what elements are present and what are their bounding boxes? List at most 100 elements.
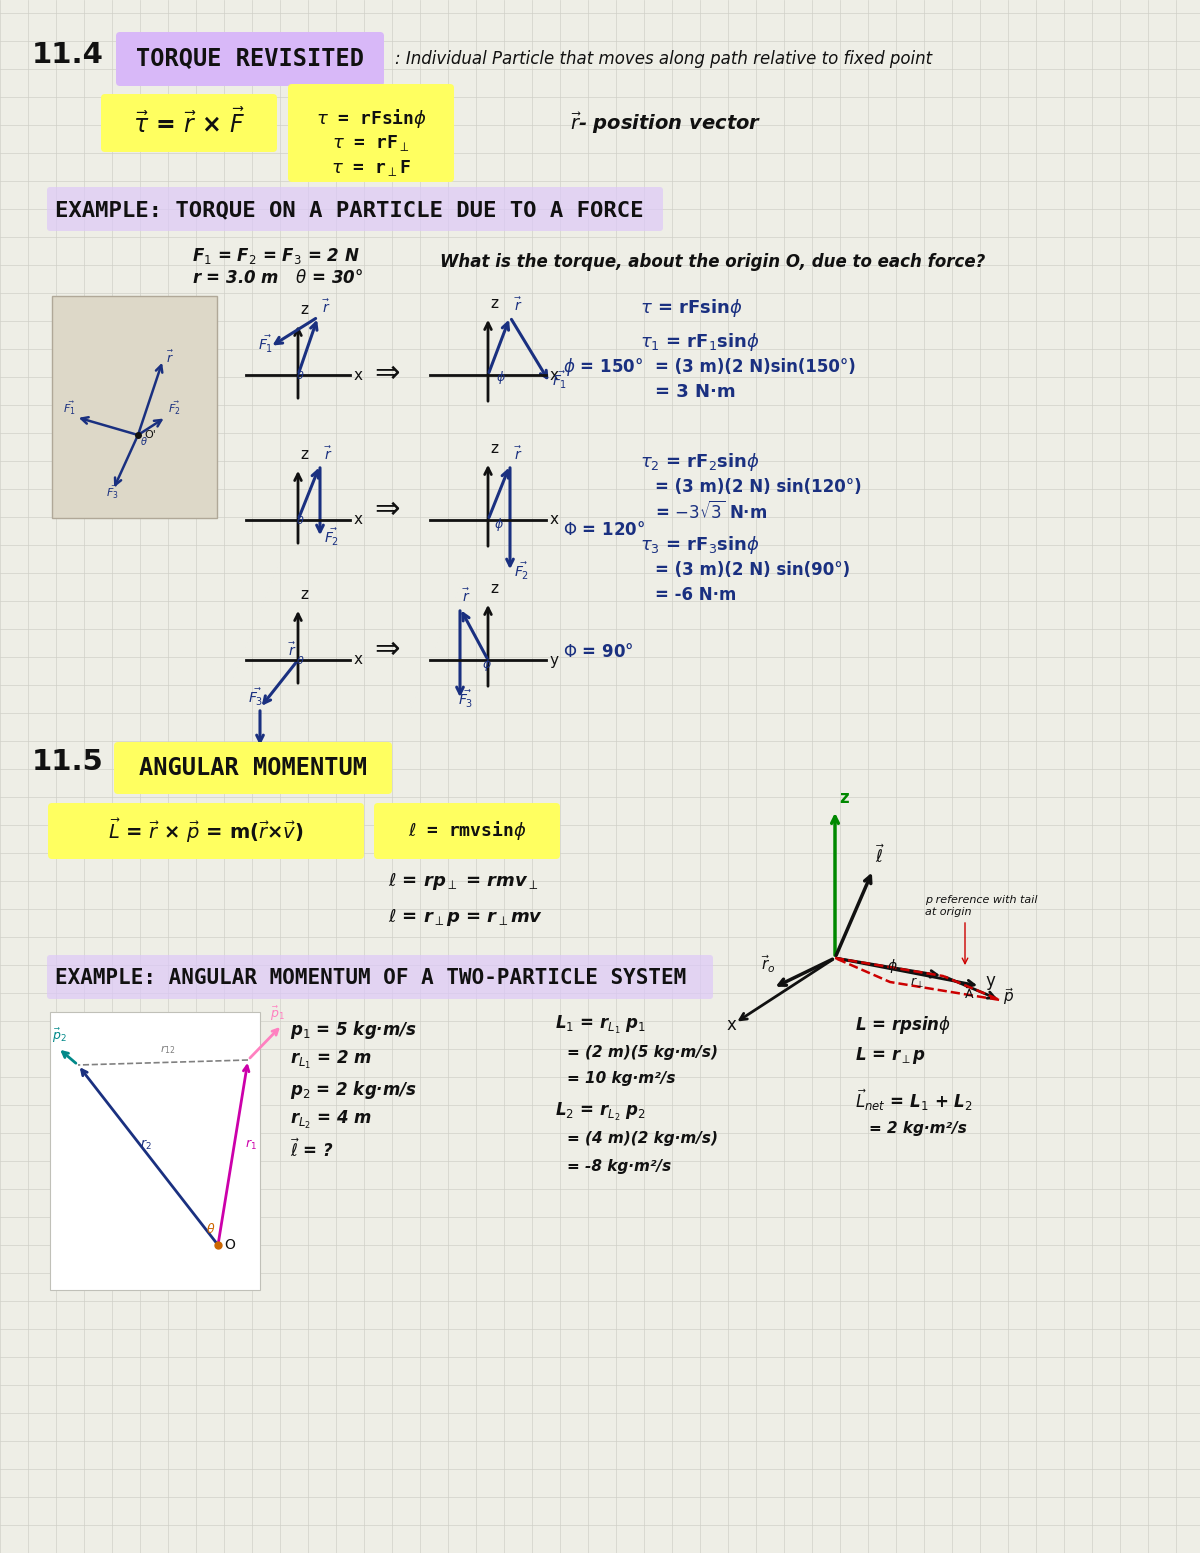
Text: A: A [965,988,973,1002]
Text: $\phi$: $\phi$ [887,957,898,975]
Text: x: x [550,368,559,382]
Text: $r_2$: $r_2$ [140,1138,151,1152]
Text: = (4 m)(2 kg·m/s): = (4 m)(2 kg·m/s) [568,1132,718,1146]
Text: z: z [300,301,308,317]
Text: $\vec{r}$: $\vec{r}$ [324,446,332,463]
Text: $\vec{L}_{net}$ = L$_1$ + L$_2$: $\vec{L}_{net}$ = L$_1$ + L$_2$ [854,1087,973,1114]
FancyBboxPatch shape [116,33,384,85]
Text: = (3 m)(2 N) sin(120°): = (3 m)(2 N) sin(120°) [655,478,862,495]
Text: L$_2$ = r$_{L_2}$ p$_2$: L$_2$ = r$_{L_2}$ p$_2$ [554,1101,646,1123]
Text: L = rpsin$\phi$: L = rpsin$\phi$ [854,1014,952,1036]
Text: $\vec{F_1}$: $\vec{F_1}$ [552,370,568,391]
Text: = (3 m)(2 N)sin(150°): = (3 m)(2 N)sin(150°) [655,359,856,376]
Text: $\Rightarrow$: $\Rightarrow$ [368,634,401,663]
Text: L$_1$ = r$_{L_1}$ p$_1$: L$_1$ = r$_{L_1}$ p$_1$ [554,1014,647,1036]
Text: p$_1$ = 5 kg·m/s: p$_1$ = 5 kg·m/s [290,1019,416,1041]
Text: = 2 kg·m²/s: = 2 kg·m²/s [869,1121,967,1135]
Text: = 3 N·m: = 3 N·m [655,384,736,401]
Text: EXAMPLE: ANGULAR MOMENTUM OF A TWO-PARTICLE SYSTEM: EXAMPLE: ANGULAR MOMENTUM OF A TWO-PARTI… [55,968,686,988]
Text: F$_1$ = F$_2$ = F$_3$ = 2 N: F$_1$ = F$_2$ = F$_3$ = 2 N [192,245,360,266]
Text: p$_2$ = 2 kg·m/s: p$_2$ = 2 kg·m/s [290,1079,416,1101]
FancyBboxPatch shape [114,742,392,794]
Text: $\Rightarrow$: $\Rightarrow$ [368,357,401,387]
Text: $\vec{r}$- position vector: $\vec{r}$- position vector [570,110,762,135]
Text: TORQUE REVISITED: TORQUE REVISITED [136,47,364,71]
Text: 11.5: 11.5 [32,749,103,776]
Text: $\vec{F_3}$: $\vec{F_3}$ [458,690,473,710]
Text: r$_{L_2}$ = 4 m: r$_{L_2}$ = 4 m [290,1109,372,1131]
Text: $\vec{F_3}$: $\vec{F_3}$ [106,483,119,500]
Text: : Individual Particle that moves along path relative to fixed point: : Individual Particle that moves along p… [395,50,932,68]
Text: $\tau_2$ = rF$_2$sin$\phi$: $\tau_2$ = rF$_2$sin$\phi$ [640,450,760,474]
Text: $\phi$: $\phi$ [494,516,504,533]
Text: $\tau$ = rFsin$\phi$: $\tau$ = rFsin$\phi$ [316,107,426,129]
Text: $\vec{r}$: $\vec{r}$ [514,297,522,314]
Text: x: x [354,512,364,528]
Text: x: x [550,512,559,528]
Text: $\phi$: $\phi$ [496,370,506,387]
Text: $\tau$ = rF$_\perp$: $\tau$ = rF$_\perp$ [332,134,410,154]
Text: $\phi$: $\phi$ [482,655,492,672]
Text: z: z [490,441,498,457]
Text: $\vec{r}$: $\vec{r}$ [166,349,174,367]
FancyBboxPatch shape [47,955,713,999]
Text: y: y [985,972,995,989]
Text: $\theta$: $\theta$ [296,514,305,526]
FancyBboxPatch shape [48,803,364,859]
Text: x: x [354,368,364,382]
Text: $\theta$: $\theta$ [296,370,305,380]
Text: $\theta$: $\theta$ [140,435,148,447]
Text: L = r$_\perp$p: L = r$_\perp$p [854,1045,926,1065]
Text: $\Phi$ = 120°: $\Phi$ = 120° [563,520,646,539]
Text: $r_1$: $r_1$ [245,1138,257,1152]
Text: = (2 m)(5 kg·m/s): = (2 m)(5 kg·m/s) [568,1045,718,1059]
Text: $r_\perp$: $r_\perp$ [910,975,924,991]
Text: $\vec{F_1}$: $\vec{F_1}$ [64,399,76,416]
Text: $\ell$ = rmvsin$\phi$: $\ell$ = rmvsin$\phi$ [408,820,527,842]
Text: $\vec{r}$: $\vec{r}$ [322,298,330,315]
Text: O': O' [144,430,156,439]
Text: $\vec{p}_1$: $\vec{p}_1$ [270,1005,284,1023]
Text: = 10 kg·m²/s: = 10 kg·m²/s [568,1072,676,1087]
Text: $\phi$ = 150°: $\phi$ = 150° [563,356,643,377]
Text: $\vec{p}_2$: $\vec{p}_2$ [52,1027,67,1045]
Text: $\tau$ = rFsin$\phi$: $\tau$ = rFsin$\phi$ [640,297,743,318]
Text: z: z [839,789,848,808]
Text: $\vec{F_2}$: $\vec{F_2}$ [514,561,529,582]
Text: $\Phi$ = 90°: $\Phi$ = 90° [563,643,634,662]
Text: x: x [354,652,364,668]
Text: $\vec{F_3}$: $\vec{F_3}$ [248,688,263,708]
Text: y: y [550,652,559,668]
Text: $\vec{F_1}$: $\vec{F_1}$ [258,334,274,356]
Text: ANGULAR MOMENTUM: ANGULAR MOMENTUM [139,756,367,780]
Text: r = 3.0 m   $\theta$ = 30°: r = 3.0 m $\theta$ = 30° [192,269,364,287]
Text: z: z [490,297,498,311]
Text: $\tau$ = r$_\perp$F: $\tau$ = r$_\perp$F [331,158,412,179]
Text: What is the torque, about the origin O, due to each force?: What is the torque, about the origin O, … [440,253,985,272]
Text: $\theta$: $\theta$ [296,654,305,666]
FancyBboxPatch shape [101,95,277,152]
Text: $\vec{F_2}$: $\vec{F_2}$ [168,399,180,416]
Bar [52,297,217,519]
Text: = (3 m)(2 N) sin(90°): = (3 m)(2 N) sin(90°) [655,561,850,579]
Text: $\vec{\ell}$: $\vec{\ell}$ [875,845,886,867]
Text: r$_{L_1}$ = 2 m: r$_{L_1}$ = 2 m [290,1048,372,1072]
Text: $\tau_1$ = rF$_1$sin$\phi$: $\tau_1$ = rF$_1$sin$\phi$ [640,331,760,353]
Text: = -6 N·m: = -6 N·m [655,585,737,604]
Text: x: x [727,1016,737,1034]
Text: $\tau_3$ = rF$_3$sin$\phi$: $\tau_3$ = rF$_3$sin$\phi$ [640,534,760,556]
Text: $\ell$ = r$_\perp$p = r$_\perp$mv: $\ell$ = r$_\perp$p = r$_\perp$mv [388,907,544,929]
Text: = $-3\sqrt{3}$ N·m: = $-3\sqrt{3}$ N·m [655,502,767,523]
Text: z: z [300,447,308,461]
Text: O: O [224,1238,235,1252]
Text: $\vec{r}_o$: $\vec{r}_o$ [761,954,775,975]
Text: $\vec{\tau}$ = $\vec{r}$ × $\vec{F}$: $\vec{\tau}$ = $\vec{r}$ × $\vec{F}$ [133,109,245,138]
Text: $\vec{\ell}$ = ?: $\vec{\ell}$ = ? [290,1138,334,1162]
Text: p reference with tail
at origin: p reference with tail at origin [925,895,1038,916]
FancyBboxPatch shape [47,186,662,231]
Text: z: z [300,587,308,603]
Text: $\ell$ = rp$_\perp$ = rmv$_\perp$: $\ell$ = rp$_\perp$ = rmv$_\perp$ [388,871,539,893]
Text: $r_{12}$: $r_{12}$ [160,1044,175,1056]
FancyBboxPatch shape [288,84,454,182]
Text: = -8 kg·m²/s: = -8 kg·m²/s [568,1159,671,1174]
